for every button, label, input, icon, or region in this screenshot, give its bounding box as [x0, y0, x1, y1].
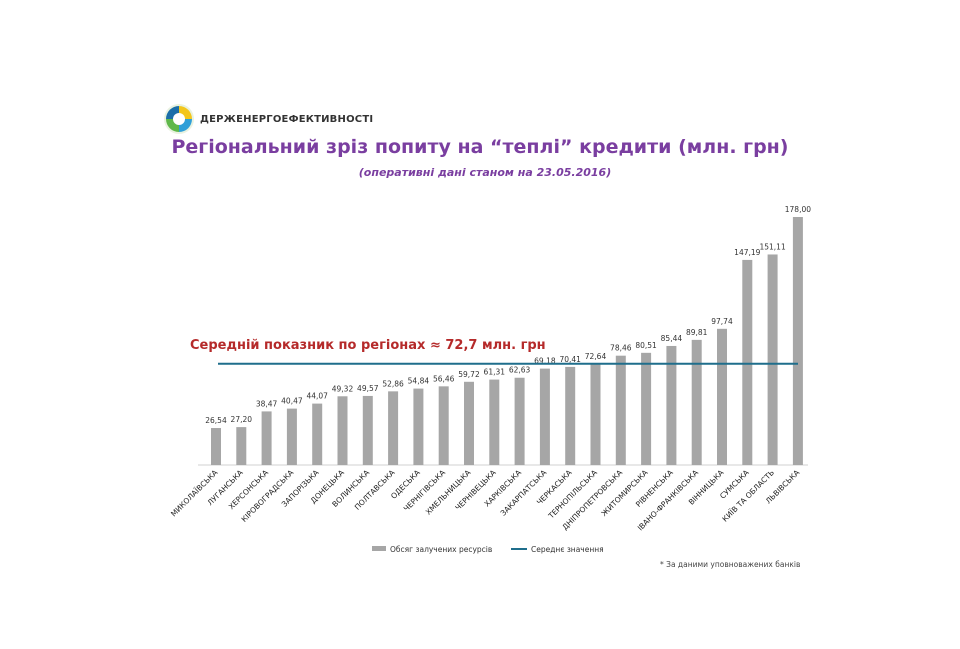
chart-subtitle: (оперативні дані станом на 23.05.2016): [358, 166, 612, 179]
bar: [489, 379, 500, 465]
bar: [514, 377, 525, 465]
bar: [792, 217, 803, 465]
data-label: 72,64: [585, 352, 607, 361]
bar: [312, 403, 323, 465]
category-label: ХМЕЛЬНИЦЬКА: [424, 467, 473, 516]
data-label: 61,31: [484, 368, 506, 377]
bar: [413, 388, 424, 465]
data-label: 80,51: [635, 341, 657, 350]
data-label: 147,19: [734, 248, 760, 257]
data-label: 97,74: [711, 317, 733, 326]
data-label: 44,07: [306, 392, 328, 401]
bar: [539, 368, 550, 465]
average-label: Середній показник по регіонах ≈ 72,7 млн…: [190, 338, 546, 353]
bar: [565, 366, 576, 465]
logo-mark-icon: [164, 104, 194, 134]
data-label: 49,32: [332, 384, 354, 393]
bar: [767, 254, 778, 465]
data-label: 85,44: [661, 334, 683, 343]
bar: [286, 408, 297, 465]
data-label: 54,84: [408, 377, 430, 386]
data-label: 40,47: [281, 397, 303, 406]
logo: ДЕРЖЕНЕРГОЕФЕКТИВНОСТІ: [162, 102, 373, 136]
data-label: 26,54: [205, 416, 227, 425]
data-label: 69,18: [534, 357, 556, 366]
bar: [337, 396, 348, 465]
data-label: 27,20: [231, 415, 253, 424]
data-label: 52,86: [382, 379, 404, 388]
legend-line-label: Середнє значення: [531, 545, 604, 554]
legend-bar-swatch: [372, 546, 386, 551]
data-label: 62,63: [509, 366, 531, 375]
data-label: 38,47: [256, 399, 278, 408]
data-label: 59,72: [458, 370, 480, 379]
bar: [742, 259, 753, 465]
bar: [666, 345, 677, 465]
bar: [388, 391, 399, 465]
bar: [615, 355, 626, 465]
data-label: 78,46: [610, 344, 632, 353]
bar: [236, 427, 247, 465]
bar: [261, 411, 272, 465]
data-label: 56,46: [433, 374, 455, 383]
bar: [464, 381, 474, 465]
bar: [641, 352, 652, 465]
logo-text: ДЕРЖЕНЕРГОЕФЕКТИВНОСТІ: [200, 114, 374, 125]
data-label: 89,81: [686, 328, 708, 337]
bar: [438, 386, 449, 465]
data-label: 151,11: [759, 242, 785, 251]
bar: [717, 328, 727, 465]
bar: [590, 363, 601, 465]
bar: [211, 428, 221, 465]
data-label: 70,41: [559, 355, 581, 364]
legend-bar-label: Обсяг залучених ресурсів: [390, 545, 492, 554]
bar: [362, 395, 373, 465]
data-label: 49,57: [357, 384, 379, 393]
data-label: 178,00: [785, 205, 811, 214]
chart-title: Регіональний зріз попиту на “теплі” кред…: [171, 136, 789, 158]
footnote: * За даними уповноважених банків: [660, 560, 801, 569]
bar: [691, 339, 702, 465]
